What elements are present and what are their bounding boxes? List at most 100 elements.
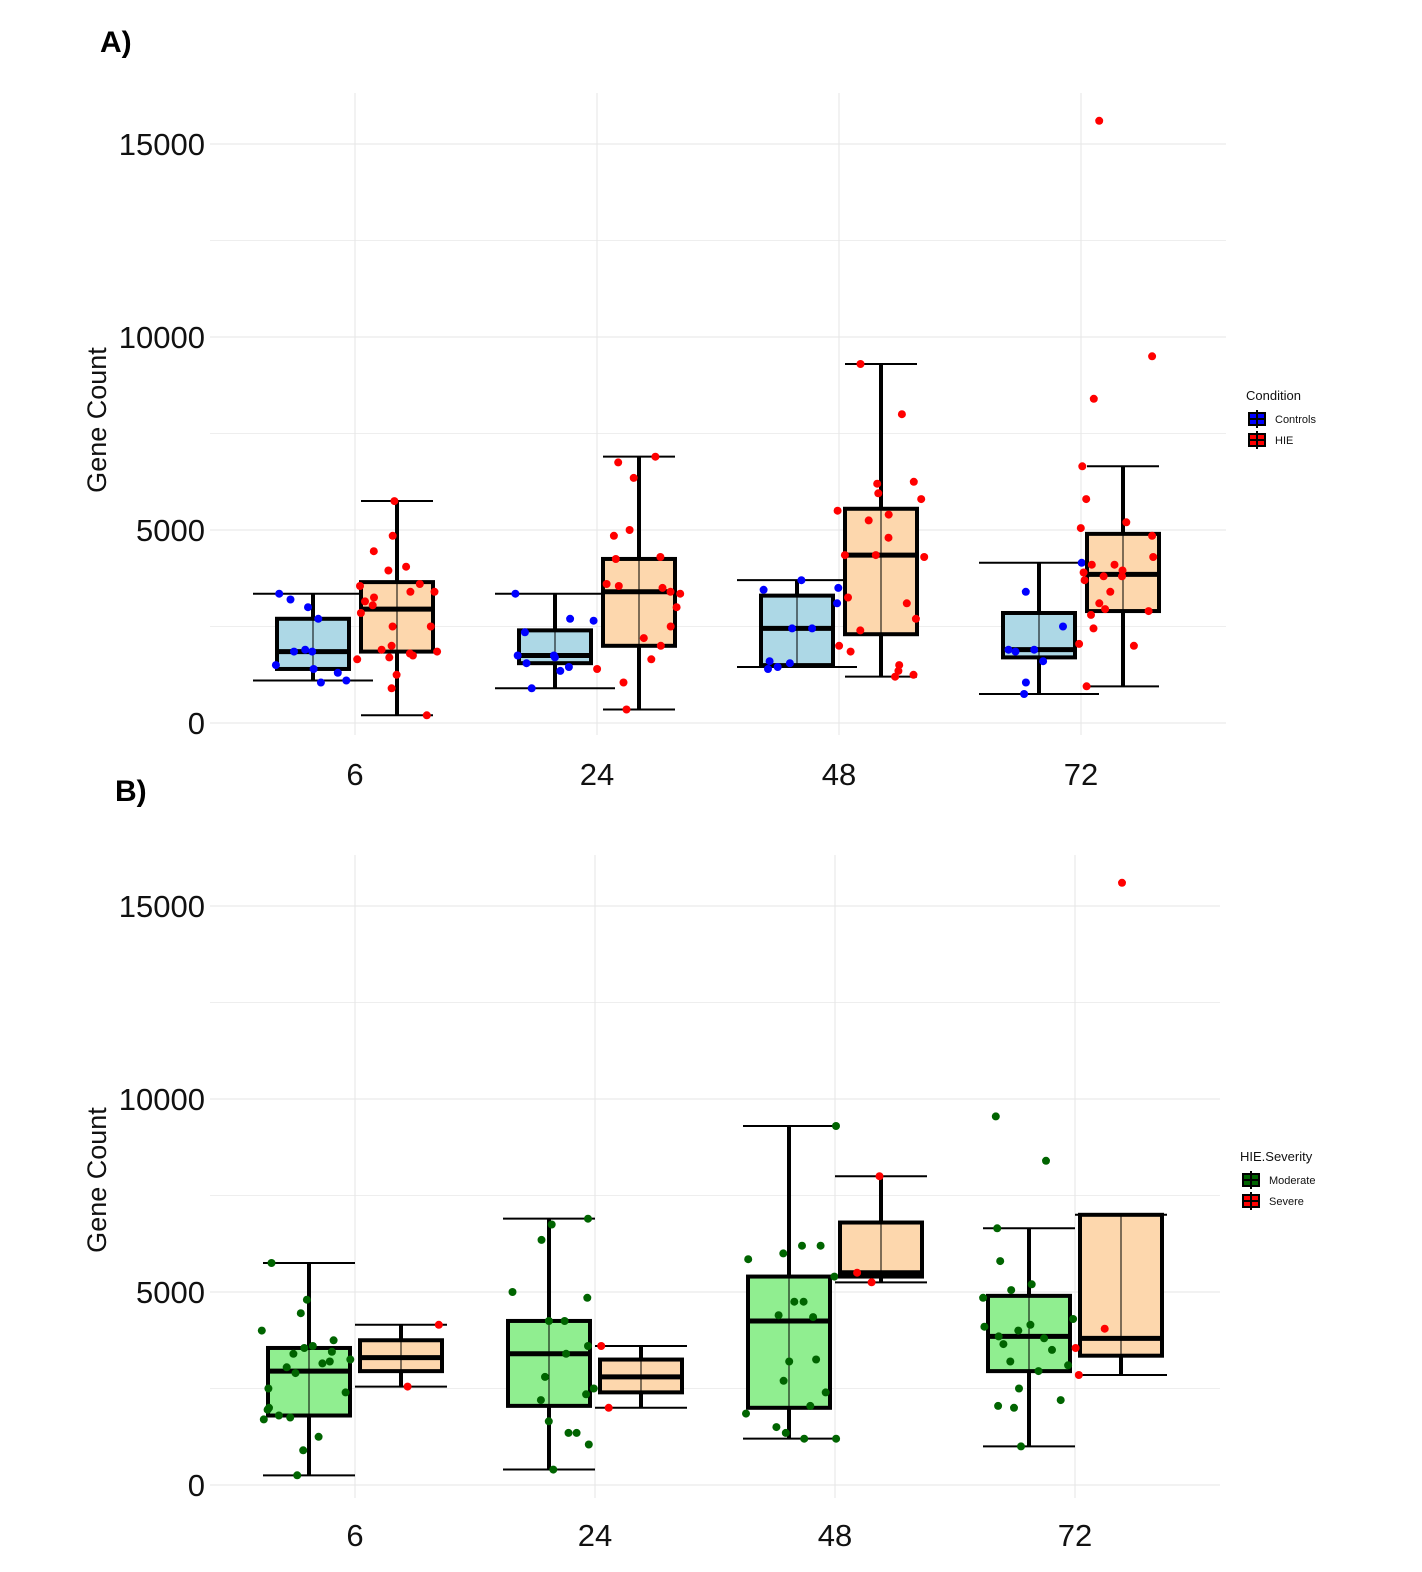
data-point	[765, 657, 774, 666]
data-point	[996, 1257, 1005, 1266]
data-point	[1118, 566, 1127, 575]
data-point	[1082, 682, 1091, 691]
data-point	[909, 477, 918, 486]
box-moderate-48	[743, 1125, 835, 1440]
data-point	[562, 1349, 571, 1358]
data-point	[614, 458, 623, 467]
data-point	[834, 583, 843, 592]
data-point	[308, 1342, 317, 1350]
data-point	[369, 547, 378, 556]
data-point	[536, 1396, 545, 1405]
data-point	[584, 1214, 592, 1223]
data-point	[264, 1384, 273, 1393]
data-point	[853, 1268, 862, 1277]
data-point	[902, 599, 911, 608]
chart-panel-b: B) 0 5000 10000 15000 6 24 48 72 Gene Count HIE.Se…	[82, 775, 1315, 1553]
data-point	[875, 1172, 884, 1181]
y-tick-label: 15000	[119, 127, 205, 162]
data-point	[835, 641, 844, 650]
data-point	[656, 641, 665, 650]
legend-label: Controls	[1275, 414, 1316, 426]
data-point	[368, 601, 377, 610]
data-point	[1021, 678, 1030, 687]
data-point	[779, 1249, 788, 1258]
data-point	[808, 624, 817, 633]
data-point	[392, 670, 401, 679]
data-point	[286, 1413, 295, 1422]
data-point	[597, 1342, 606, 1350]
data-point	[513, 651, 522, 660]
data-point	[1042, 1156, 1050, 1165]
data-point	[666, 587, 675, 596]
data-point	[1095, 116, 1104, 125]
data-point	[314, 614, 323, 623]
data-point	[286, 595, 295, 604]
data-point	[572, 1428, 581, 1437]
data-point	[891, 672, 900, 681]
data-point	[257, 1326, 266, 1335]
data-point	[589, 1384, 598, 1393]
data-point	[1048, 1345, 1056, 1354]
x-tick-label: 24	[578, 1518, 612, 1553]
data-point	[291, 1369, 300, 1378]
data-point	[527, 684, 536, 693]
data-point	[1011, 647, 1020, 656]
data-point	[676, 589, 685, 598]
data-point	[370, 593, 378, 602]
data-point	[566, 614, 575, 623]
data-point	[742, 1409, 750, 1418]
data-point	[1056, 1396, 1065, 1405]
box-severe-72	[1075, 1212, 1167, 1376]
data-point	[422, 711, 431, 720]
data-point	[602, 580, 611, 588]
data-point	[1118, 572, 1126, 581]
data-point	[564, 1428, 573, 1437]
data-point	[508, 1288, 517, 1296]
data-point	[544, 1317, 553, 1325]
data-point	[1014, 1326, 1023, 1335]
data-point	[812, 1355, 821, 1364]
y-tick-label: 10000	[119, 320, 205, 355]
data-point	[329, 1336, 338, 1345]
data-point	[1007, 1286, 1016, 1295]
data-point	[564, 663, 573, 671]
data-point	[809, 1313, 818, 1322]
legend-key-hie	[1248, 431, 1266, 449]
data-point	[1144, 607, 1153, 616]
box-moderate-24	[503, 1217, 595, 1471]
data-point	[1064, 1361, 1073, 1370]
data-point	[267, 1259, 276, 1267]
data-point	[846, 647, 855, 656]
data-point	[390, 497, 399, 506]
data-point	[316, 678, 325, 687]
legend-title: Condition	[1246, 388, 1301, 403]
data-point	[1089, 624, 1098, 633]
data-point	[864, 516, 873, 525]
data-point	[589, 616, 598, 625]
data-point	[299, 1446, 308, 1455]
data-point	[1080, 576, 1089, 585]
data-point	[341, 1388, 350, 1397]
data-point	[1087, 610, 1095, 619]
data-point	[856, 360, 865, 368]
data-point	[1148, 352, 1157, 361]
data-point	[1040, 1334, 1049, 1343]
legend: HIE.Severity Moderate Severe	[1240, 1149, 1315, 1210]
data-point	[666, 622, 675, 631]
data-point	[430, 587, 439, 596]
data-point	[274, 1411, 283, 1420]
data-point	[593, 665, 602, 673]
data-point	[1079, 568, 1088, 577]
y-tick-label: 5000	[136, 1275, 205, 1310]
data-point	[832, 1434, 841, 1443]
data-point	[840, 551, 849, 560]
data-point	[1027, 1280, 1036, 1289]
data-point	[1015, 1384, 1023, 1393]
data-point	[327, 1347, 336, 1356]
data-point	[301, 645, 310, 654]
data-point	[1106, 587, 1115, 596]
panel-label: B)	[115, 775, 147, 808]
data-point	[346, 1355, 355, 1364]
x-tick-label: 48	[822, 757, 856, 792]
